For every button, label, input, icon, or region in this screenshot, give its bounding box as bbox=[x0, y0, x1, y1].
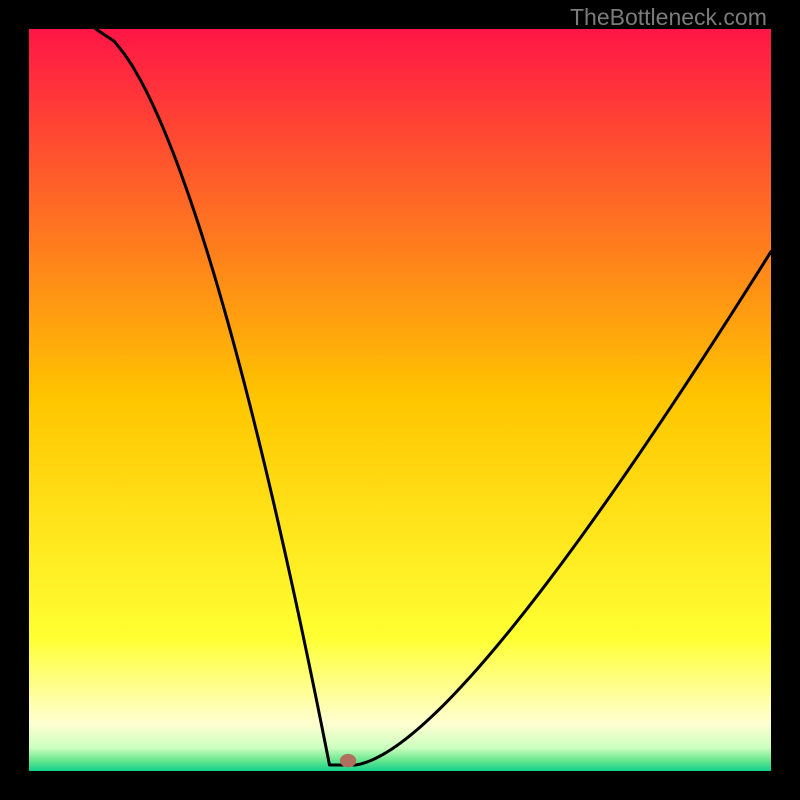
bottleneck-curve bbox=[0, 0, 800, 800]
curve-path bbox=[96, 29, 771, 765]
valley-marker bbox=[340, 754, 356, 767]
chart-frame: TheBottleneck.com bbox=[0, 0, 800, 800]
watermark-text: TheBottleneck.com bbox=[570, 4, 767, 31]
